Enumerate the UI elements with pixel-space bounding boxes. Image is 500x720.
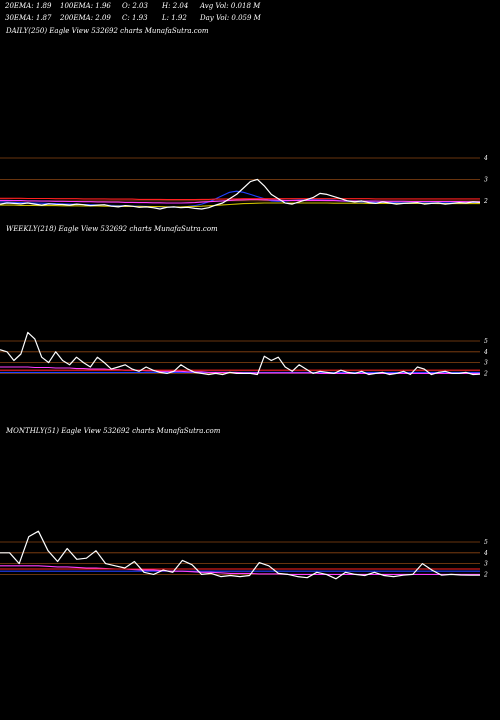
daily-panel-title: DAILY(250) Eagle View 532692 charts Muna… <box>6 27 209 35</box>
daily-tick-label-2: 2 <box>483 198 488 205</box>
avg-vol-label: Avg Vol: 0.018 M <box>200 2 261 10</box>
monthly-panel-title: MONTHLY(51) Eagle View 532692 charts Mun… <box>6 427 221 435</box>
weekly-panel-title: WEEKLY(218) Eagle View 532692 charts Mun… <box>6 225 218 233</box>
ema100-label: 100EMA: 1.96 <box>60 2 111 10</box>
monthly-tick-label-5: 5 <box>484 539 488 546</box>
daily-series-ema-pink <box>0 199 480 204</box>
monthly-tick-label-2: 2 <box>483 571 488 578</box>
weekly-tick-label-5: 5 <box>484 338 488 345</box>
day-vol-label: Day Vol: 0.059 M <box>200 14 261 22</box>
monthly-series-price <box>0 530 480 580</box>
daily-series-ema-red <box>0 197 480 201</box>
ema20-label: 20EMA: 1.89 <box>5 2 52 10</box>
monthly-tick-label-3: 3 <box>484 561 488 568</box>
daily-series-price <box>0 178 481 210</box>
high-label: H: 2.04 <box>162 2 189 10</box>
monthly-tick-label-4: 4 <box>483 550 488 557</box>
open-label: O: 2.03 <box>122 2 148 10</box>
weekly-series-price <box>0 331 481 376</box>
low-label: L: 1.92 <box>162 14 187 22</box>
weekly-tick-label-2: 2 <box>483 370 488 377</box>
monthly-series-ema-pink <box>0 565 480 575</box>
weekly-tick-label-3: 3 <box>484 360 488 367</box>
weekly-series-ema-pink <box>0 366 480 374</box>
weekly-tick-label-4: 4 <box>483 349 488 356</box>
ema30-label: 30EMA: 1.87 <box>5 14 52 22</box>
daily-tick-label-4: 4 <box>483 155 488 162</box>
ema200-label: 200EMA: 2.09 <box>60 14 111 22</box>
daily-tick-label-3: 3 <box>484 176 488 183</box>
close-label: C: 1.93 <box>122 14 148 22</box>
